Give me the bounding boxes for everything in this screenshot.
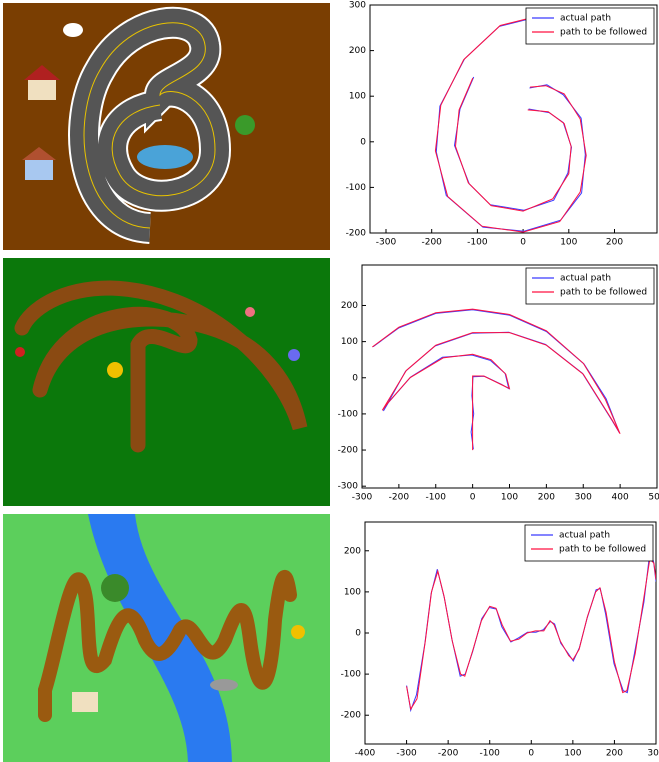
y-tick-label: -200 [341, 711, 362, 721]
x-tick-label: 300 [575, 493, 592, 503]
y-tick-label: 0 [352, 373, 358, 383]
house [28, 78, 56, 100]
y-tick-label: 300 [349, 1, 366, 11]
y-tick-label: -200 [338, 446, 359, 456]
legend-label: actual path [560, 14, 611, 24]
y-tick-label: -300 [338, 482, 359, 492]
x-tick-label: -400 [355, 749, 376, 759]
x-tick-label: -100 [467, 238, 488, 248]
ground [3, 3, 330, 250]
y-tick-label: 100 [344, 587, 361, 597]
y-tick-label: 200 [341, 301, 358, 311]
x-tick-label: 200 [606, 749, 623, 759]
legend-label: path to be followed [560, 288, 647, 298]
pond [137, 145, 193, 169]
game-panel [3, 3, 330, 250]
x-tick-label: -300 [376, 238, 397, 248]
flower [288, 349, 300, 361]
y-tick-label: 100 [341, 337, 358, 347]
x-tick-label: 100 [564, 749, 581, 759]
x-tick-label: -200 [438, 749, 459, 759]
house [72, 692, 98, 712]
tree [235, 115, 255, 135]
x-tick-label: 500 [648, 493, 659, 503]
x-tick-label: 100 [560, 238, 577, 248]
flower [291, 625, 305, 639]
flower [15, 347, 25, 357]
legend-label: actual path [559, 531, 610, 541]
x-tick-label: -200 [421, 238, 442, 248]
y-tick-label: 0 [360, 137, 366, 147]
tree [101, 574, 129, 602]
y-tick-label: 0 [355, 629, 361, 639]
x-tick-label: 300 [647, 749, 659, 759]
y-tick-label: -100 [338, 409, 359, 419]
y-tick-label: -100 [341, 670, 362, 680]
y-tick-label: 200 [344, 546, 361, 556]
x-tick-label: -300 [352, 493, 373, 503]
charts: -300 -200 -100 0 100 200 -200 -100 0 100 200 300 act… [338, 1, 659, 759]
legend-label: path to be followed [559, 545, 646, 555]
flower [107, 362, 123, 378]
game-panel [3, 258, 330, 506]
legend-label: path to be followed [560, 28, 647, 38]
x-tick-label: 0 [470, 493, 476, 503]
y-tick-label: -100 [346, 183, 367, 193]
x-tick-label: -200 [389, 493, 410, 503]
y-tick-label: 100 [349, 92, 366, 102]
game-panel [3, 514, 330, 762]
x-tick-label: 0 [520, 238, 526, 248]
x-tick-label: 200 [538, 493, 555, 503]
x-tick-label: -100 [426, 493, 447, 503]
rock [210, 679, 238, 691]
y-tick-label: 200 [349, 46, 366, 56]
sheep [63, 23, 83, 37]
figure: -300 -200 -100 0 100 200 -200 -100 0 100 200 300 act… [0, 0, 659, 762]
house [25, 158, 53, 180]
x-tick-label: 200 [606, 238, 623, 248]
x-tick-label: -300 [396, 749, 417, 759]
x-tick-label: 400 [612, 493, 629, 503]
legend-label: actual path [560, 274, 611, 284]
x-tick-label: 100 [501, 493, 518, 503]
flower [245, 307, 255, 317]
x-tick-label: -100 [479, 749, 500, 759]
x-tick-label: 0 [528, 749, 534, 759]
y-tick-label: -200 [346, 229, 367, 239]
